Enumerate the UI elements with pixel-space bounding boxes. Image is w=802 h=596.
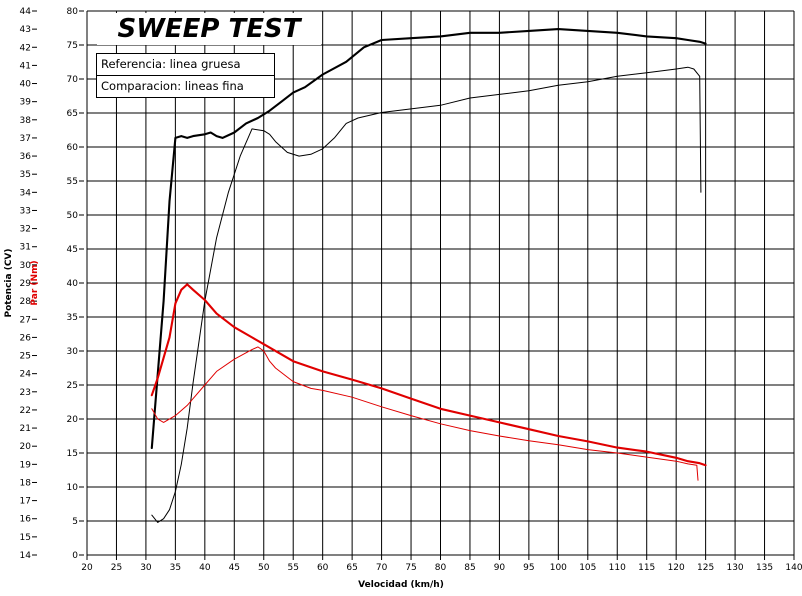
y-left-tick-label: 17 (20, 497, 31, 507)
x-tick-label: 140 (785, 563, 802, 573)
series-par-referencia (150, 283, 707, 467)
y-right-tick-label: 20 (67, 415, 79, 425)
y-left-tick-label: 33 (20, 206, 31, 216)
y-left-tick-label: 43 (20, 25, 31, 35)
x-tick-label: 35 (170, 563, 181, 573)
y-right-tick-label: 25 (67, 381, 78, 391)
x-tick-label: 25 (111, 563, 122, 573)
legend: Referencia: linea gruesa Comparacion: li… (96, 53, 275, 98)
x-tick-label: 125 (697, 563, 714, 573)
y-left-tick-label: 40 (20, 80, 32, 90)
y-left-tick-label: 36 (20, 152, 32, 162)
y-left-tick-label: 34 (20, 188, 32, 198)
x-tick-label: 50 (258, 563, 270, 573)
y-left-tick-label: 38 (20, 116, 32, 126)
x-tick-label: 120 (668, 563, 685, 573)
x-tick-label: 60 (317, 563, 329, 573)
series-potencia-referencia (150, 28, 707, 450)
x-tick-label: 55 (287, 563, 298, 573)
y-left-tick-label: 19 (20, 460, 32, 470)
y-right-tick-label: 75 (67, 41, 78, 51)
x-tick-label: 20 (81, 563, 93, 573)
y-right-tick-label: 55 (67, 177, 78, 187)
x-tick-label: 95 (523, 563, 534, 573)
y-left-tick-label: 25 (20, 352, 31, 362)
y-left-tick-label: 20 (20, 442, 32, 452)
x-tick-label: 135 (756, 563, 773, 573)
x-tick-label: 70 (376, 563, 388, 573)
y-right-tick-label: 60 (67, 143, 79, 153)
y-left-tick-label: 31 (20, 243, 31, 253)
axis-ticks: 14 15 16 17 18 19 20 21 22 23 24 25 26 27 28 29 30 31 32 33… (20, 7, 802, 573)
y-left-tick-label: 22 (20, 406, 31, 416)
y-axis-left-label: Potencia (CV) (4, 248, 14, 318)
y-left-tick-label: 42 (20, 43, 31, 53)
x-tick-label: 75 (405, 563, 416, 573)
series-group (150, 28, 707, 523)
y-left-tick-label: 18 (20, 478, 32, 488)
y-left-tick-label: 15 (20, 533, 31, 543)
y-left-tick-label: 27 (20, 315, 31, 325)
y-left-tick-label: 26 (20, 333, 32, 343)
y-right-tick-label: 40 (67, 279, 79, 289)
chart-title: SWEEP TEST (97, 13, 321, 45)
x-tick-label: 80 (435, 563, 447, 573)
y-left-tick-label: 35 (20, 170, 31, 180)
y-right-tick-label: 35 (67, 313, 78, 323)
series-par-comparacion (151, 346, 699, 481)
y-right-tick-label: 70 (67, 75, 79, 85)
y-left-tick-label: 23 (20, 388, 31, 398)
x-tick-label: 40 (199, 563, 211, 573)
y-left-tick-label: 29 (20, 279, 32, 289)
x-tick-label: 65 (346, 563, 357, 573)
y-right-tick-label: 80 (67, 7, 79, 17)
x-tick-label: 115 (638, 563, 655, 573)
y-right-tick-label: 50 (67, 211, 79, 221)
y-axis-right-label: Par (Nm) (30, 260, 40, 306)
y-right-tick-label: 30 (67, 347, 79, 357)
x-tick-label: 105 (579, 563, 596, 573)
y-left-tick-label: 24 (20, 370, 32, 380)
y-right-tick-label: 0 (72, 551, 78, 561)
y-left-tick-label: 28 (20, 297, 32, 307)
y-right-tick-label: 5 (72, 517, 78, 527)
x-tick-label: 110 (609, 563, 626, 573)
y-right-tick-label: 65 (67, 109, 78, 119)
y-left-tick-label: 37 (20, 134, 31, 144)
x-tick-label: 30 (140, 563, 152, 573)
y-left-tick-label: 32 (20, 225, 31, 235)
legend-item-referencia: Referencia: linea gruesa (101, 57, 241, 71)
x-axis-label: Velocidad (km/h) (358, 580, 444, 590)
x-tick-label: 85 (464, 563, 475, 573)
legend-item-comparacion: Comparacion: lineas fina (97, 75, 274, 97)
x-tick-label: 130 (726, 563, 743, 573)
x-tick-label: 100 (550, 563, 567, 573)
y-right-tick-label: 10 (67, 483, 79, 493)
series-potencia-comparacion (151, 66, 702, 523)
y-left-tick-label: 44 (20, 7, 32, 17)
y-left-tick-label: 16 (20, 515, 32, 525)
x-tick-label: 45 (229, 563, 240, 573)
x-tick-label: 90 (494, 563, 506, 573)
y-left-tick-label: 41 (20, 61, 31, 71)
grid (86, 10, 795, 556)
y-left-tick-label: 30 (20, 261, 32, 271)
y-left-tick-label: 14 (20, 551, 32, 561)
y-right-tick-label: 15 (67, 449, 78, 459)
y-left-tick-label: 39 (20, 98, 32, 108)
y-left-tick-label: 21 (20, 424, 31, 434)
y-right-tick-label: 45 (67, 245, 78, 255)
